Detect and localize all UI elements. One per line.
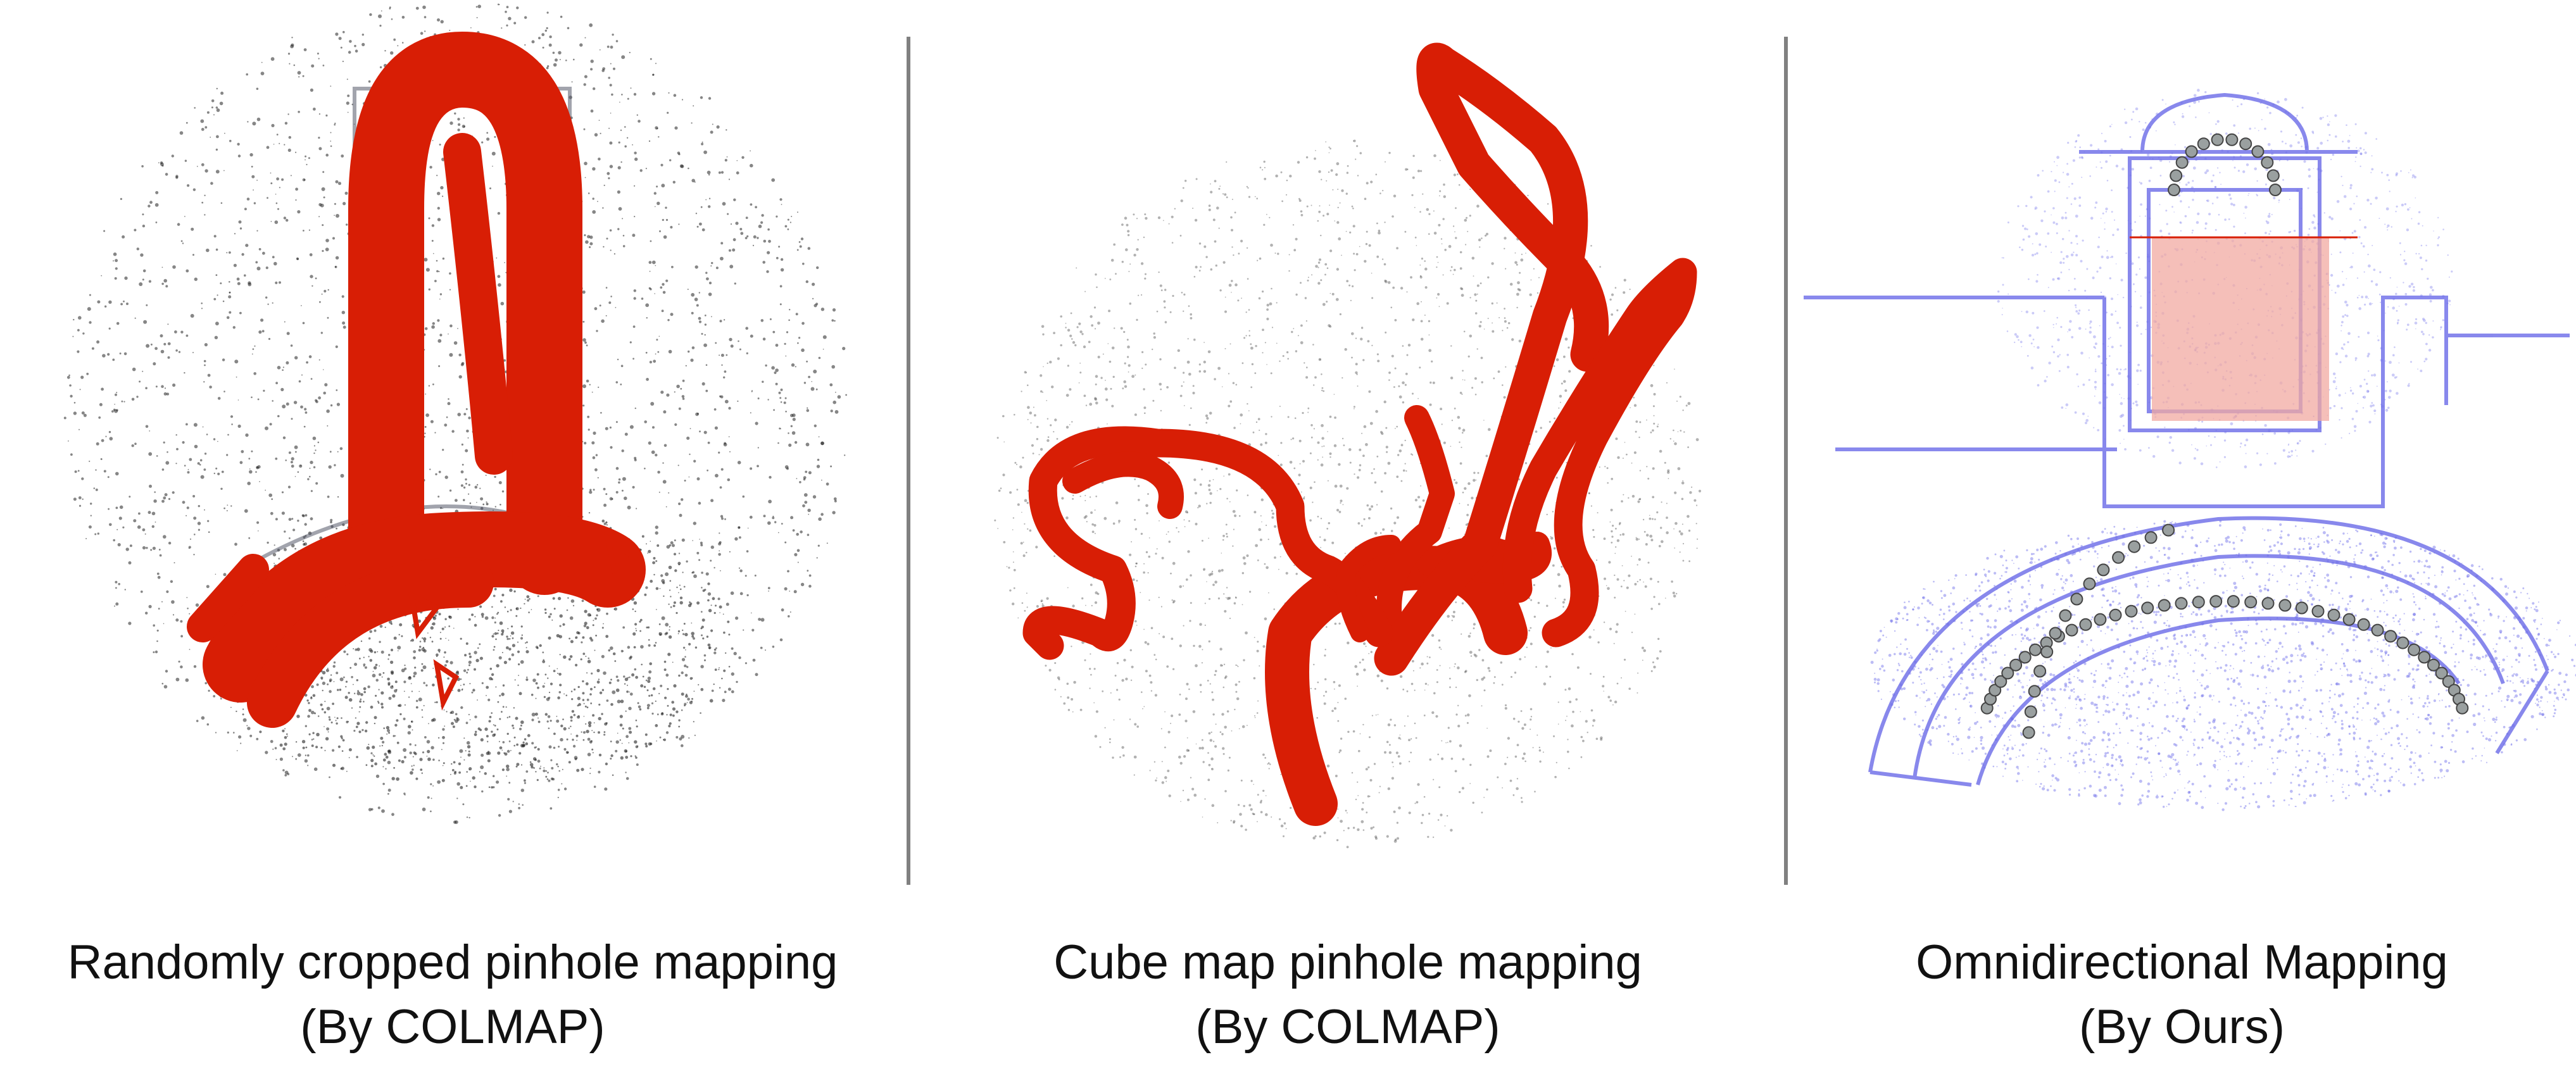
building-structure xyxy=(1804,92,2570,787)
panel-divider-1 xyxy=(907,37,910,885)
point-cloud-scatter xyxy=(63,3,847,824)
caption-title: Cube map pinhole mapping xyxy=(1053,935,1642,989)
panel-divider-2 xyxy=(1784,37,1788,885)
caption-random-crop: Randomly cropped pinhole mapping (By COL… xyxy=(0,930,905,1060)
caption-method: (By COLMAP) xyxy=(300,1000,605,1054)
camera-trajectory xyxy=(187,32,646,728)
caption-cube-map: Cube map pinhole mapping (By COLMAP) xyxy=(910,930,1785,1060)
random-crop-reconstruction xyxy=(63,3,847,824)
panel-random-crop: Randomly cropped pinhole mapping (By COL… xyxy=(0,0,905,1088)
panel-omnidirectional: Omnidirectional Mapping (By Ours) xyxy=(1788,0,2576,1088)
point-cloud-scatter xyxy=(994,139,1702,849)
highlighted-region xyxy=(2130,236,2358,421)
omnidirectional-reconstruction xyxy=(1804,89,2576,811)
cube-map-reconstruction xyxy=(994,43,1702,849)
panel-cube-map: Cube map pinhole mapping (By COLMAP) xyxy=(910,0,1785,1088)
camera-trajectory xyxy=(1022,43,1697,826)
caption-method: (By COLMAP) xyxy=(1195,1000,1500,1054)
caption-title: Randomly cropped pinhole mapping xyxy=(67,935,838,989)
caption-method: (By Ours) xyxy=(2078,1000,2285,1054)
caption-title: Omnidirectional Mapping xyxy=(1916,935,2448,989)
camera-markers xyxy=(408,532,638,711)
caption-omnidirectional: Omnidirectional Mapping (By Ours) xyxy=(1788,930,2576,1060)
camera-markers xyxy=(1980,133,2469,739)
